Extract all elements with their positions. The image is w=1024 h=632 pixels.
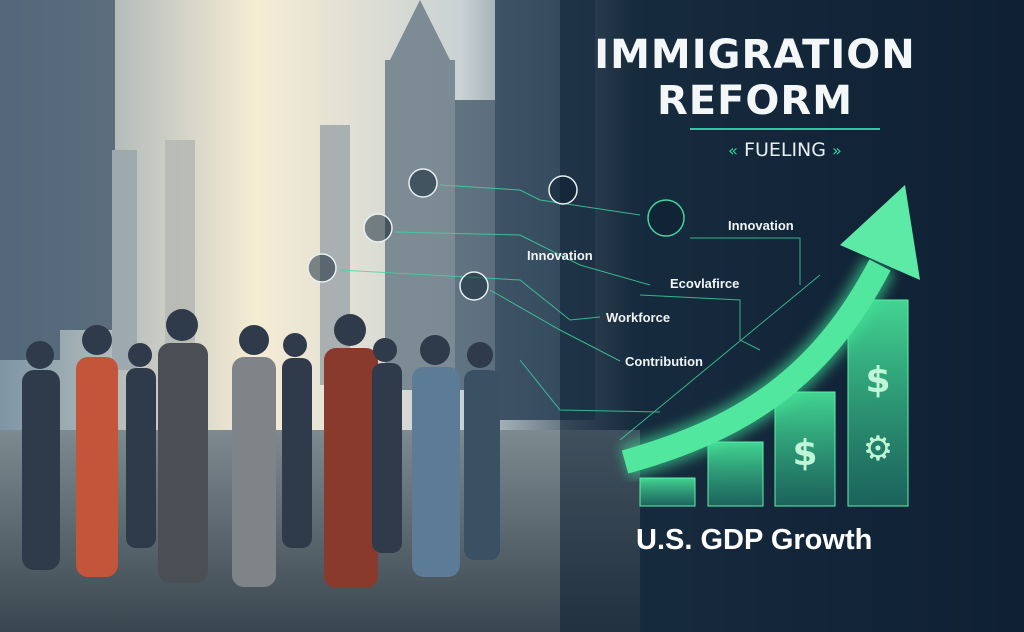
microscope-icon <box>548 175 578 205</box>
double-chevron-right-icon: » <box>832 141 842 160</box>
growth-arrow <box>620 185 920 479</box>
lab-flask-icon <box>363 213 393 243</box>
bar-1 <box>639 477 696 507</box>
dollar-icon: $ <box>792 433 817 474</box>
gdp-growth-caption: U.S. GDP Growth <box>636 524 873 556</box>
subtitle-text: FUELING <box>744 139 826 161</box>
title-divider <box>690 128 880 130</box>
bar-3 <box>774 391 836 507</box>
subtitle: « FUELING » <box>680 139 890 161</box>
dollar-icon: $ <box>865 360 890 401</box>
gdp-bar-chart: $ $ ⚙ <box>639 299 909 507</box>
title-line-1: IMMIGRATION <box>594 32 916 78</box>
students-group <box>22 309 500 588</box>
graduation-cap-icon <box>647 199 685 237</box>
scales-icon <box>408 168 438 198</box>
bar-4 <box>847 299 909 507</box>
node-icons <box>307 168 685 301</box>
label-innovation-2: Innovation <box>527 248 593 263</box>
bar-2 <box>707 441 764 507</box>
factory-icon <box>307 253 337 283</box>
label-innovation: Innovation <box>728 218 794 233</box>
briefcase-icon <box>459 271 489 301</box>
gear-icon: ⚙ <box>863 429 893 469</box>
label-workforce: Workforce <box>606 310 671 325</box>
network-lines <box>339 184 821 441</box>
label-ecovlafirce: Ecovlafirce <box>670 276 740 291</box>
label-contribution: Contribution <box>625 354 703 369</box>
double-chevron-left-icon: « <box>728 141 738 160</box>
title-line-2: REFORM <box>656 78 854 124</box>
